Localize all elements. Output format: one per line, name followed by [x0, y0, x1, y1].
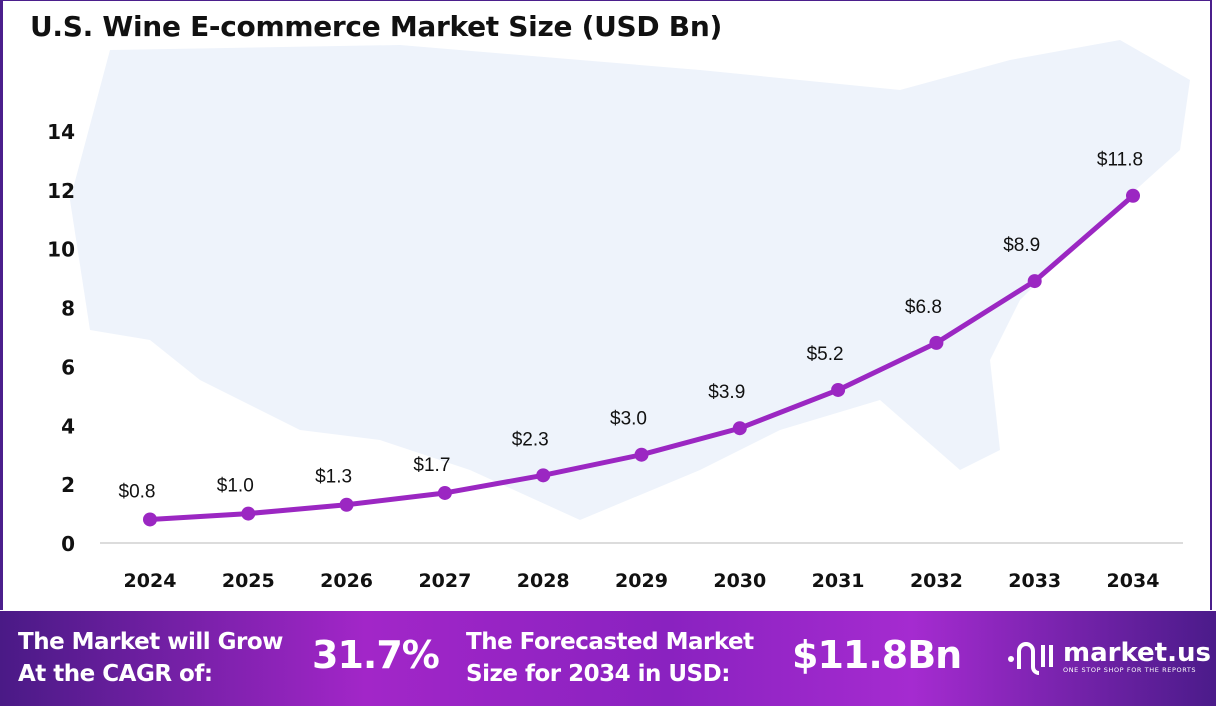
data-point [1027, 274, 1042, 289]
footer-banner: The Market will Grow At the CAGR of: 31.… [0, 611, 1216, 706]
y-tick-label: 8 [61, 297, 75, 321]
cagr-value: 31.7% [312, 633, 440, 677]
data-point [1126, 188, 1140, 203]
market-us-logo[interactable]: market.us ONE STOP SHOP FOR THE REPORTS [1005, 637, 1211, 677]
cagr-label-line2: At the CAGR of: [18, 661, 213, 687]
data-point [241, 506, 256, 521]
x-tick-label: 2032 [910, 570, 963, 592]
x-tick-label: 2031 [812, 570, 865, 592]
data-point [634, 447, 649, 462]
x-tick-label: 2033 [1008, 570, 1061, 592]
forecast-label-line1: The Forecasted Market [466, 629, 754, 655]
chart-frame [0, 0, 1212, 610]
data-point [437, 485, 452, 500]
x-tick-label: 2028 [517, 570, 570, 592]
x-tick-label: 2027 [418, 570, 471, 592]
cagr-label-line1: The Market will Grow [18, 629, 283, 655]
x-tick-label: 2029 [615, 570, 668, 592]
data-label: $11.8 [1097, 150, 1143, 171]
y-tick-label: 4 [61, 414, 75, 438]
x-tick-label: 2025 [222, 570, 275, 592]
data-point [536, 468, 551, 483]
us-map-background [70, 40, 1190, 520]
y-tick-label: 6 [61, 355, 75, 379]
forecast-value: $11.8Bn [792, 633, 962, 677]
data-label: $8.9 [1003, 235, 1040, 256]
data-label: $1.7 [413, 455, 450, 476]
data-label: $1.0 [217, 476, 254, 497]
chart-title: U.S. Wine E-commerce Market Size (USD Bn… [30, 10, 722, 43]
line-chart: 0 2 4 6 8 10 12 14 2024 2025 2026 2027 2028 2029 2030 2… [47, 40, 1190, 592]
market-us-logo-icon [1008, 642, 1053, 675]
data-point [929, 335, 944, 350]
data-point [831, 382, 846, 397]
y-tick-label: 0 [61, 532, 75, 556]
data-point [339, 497, 354, 512]
y-tick-label: 12 [47, 179, 75, 203]
x-tick-label: 2030 [713, 570, 766, 592]
forecast-label-line2: Size for 2034 in USD: [466, 661, 730, 687]
x-tick-label: 2026 [320, 570, 373, 592]
y-tick-label: 2 [61, 473, 75, 497]
logo-tagline: ONE STOP SHOP FOR THE REPORTS [1063, 666, 1197, 674]
data-label: $3.9 [708, 382, 745, 403]
data-point [732, 421, 747, 436]
data-label: $2.3 [512, 429, 549, 450]
cagr-label: The Market will Grow At the CAGR of: [18, 626, 283, 690]
data-label: $0.8 [119, 481, 156, 502]
data-label: $6.8 [905, 297, 942, 318]
logo-name: market.us [1063, 638, 1211, 668]
y-tick-label: 10 [47, 238, 75, 262]
data-label: $5.2 [807, 344, 844, 365]
y-tick-label: 14 [47, 120, 75, 144]
x-tick-label: 2034 [1107, 570, 1160, 592]
data-label: $3.0 [610, 409, 647, 430]
data-point [143, 512, 157, 527]
data-label: $1.3 [315, 467, 352, 488]
x-tick-label: 2024 [124, 570, 177, 592]
forecast-label: The Forecasted Market Size for 2034 in U… [466, 626, 754, 690]
